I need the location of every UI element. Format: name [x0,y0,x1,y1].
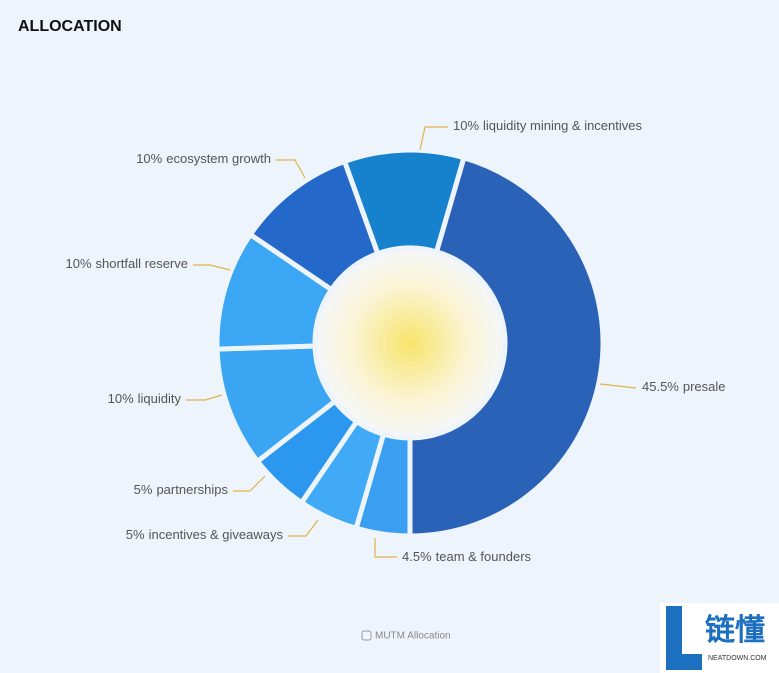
leader-line [374,538,397,558]
slice-label: 5% partnerships [134,482,229,497]
watermark-site: NEATDOWN.COM [708,655,767,662]
category-label: liquidity [138,391,182,406]
value-label: 10% [65,256,91,271]
slice-label: 10% liquidity mining & incentives [453,118,642,133]
category-label: shortfall reserve [96,256,188,271]
watermark: 链懂 NEATDOWN.COM [660,603,779,673]
slice [341,147,467,257]
slices [214,147,606,539]
slice-label: 10% liquidity [108,391,182,406]
leader-line [186,394,223,401]
leader-line [276,159,306,179]
category-label: liquidity mining & incentives [483,118,642,133]
category-label: presale [683,379,726,394]
slice-label: 4.5% team & founders [402,549,532,564]
caption: MUTM Allocation [375,631,451,642]
slice-label: 10% ecosystem growth [136,151,271,166]
value-label: 45.5% [642,379,679,394]
leader-line [599,383,637,389]
leader-line [288,519,319,537]
leader-line [193,264,231,271]
value-label: 5% [126,527,145,542]
chart-title: ALLOCATION [18,18,122,35]
category-label: ecosystem growth [166,151,271,166]
value-label: 4.5% [402,549,432,564]
category-label: team & founders [436,549,532,564]
slice-label: 45.5% presale [642,379,726,394]
value-label: 10% [453,118,479,133]
value-label: 10% [108,391,134,406]
value-label: 5% [134,482,153,497]
slice-label: 5% incentives & giveaways [126,527,284,542]
caption-icon [361,630,372,641]
leader-line [233,475,266,492]
category-label: incentives & giveaways [149,527,284,542]
watermark-mark: 链懂 [705,613,765,647]
center-glow [314,247,506,439]
slice-label: 10% shortfall reserve [65,256,188,271]
value-label: 10% [136,151,162,166]
slice [407,154,606,539]
leader-line [419,126,448,151]
category-label: partnerships [156,482,228,497]
watermark-logo [666,606,702,670]
